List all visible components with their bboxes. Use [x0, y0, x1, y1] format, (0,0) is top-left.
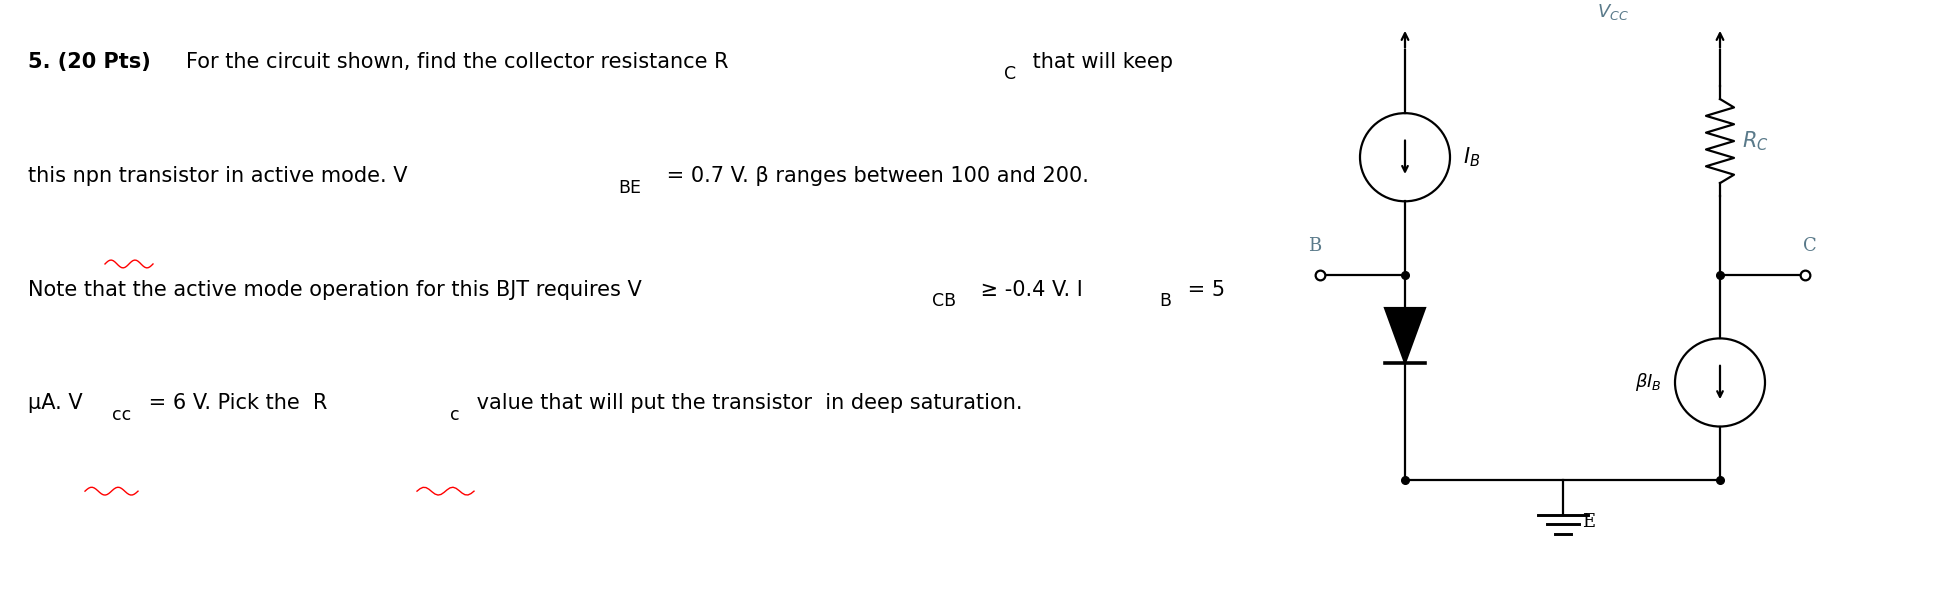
Text: Note that the active mode operation for this BJT requires V: Note that the active mode operation for …: [27, 280, 641, 299]
Text: BE: BE: [617, 178, 641, 197]
Text: B: B: [1309, 237, 1321, 255]
Text: $R_C$: $R_C$: [1743, 129, 1768, 153]
Text: $I_B$: $I_B$: [1464, 145, 1481, 169]
Text: $\beta I_B$: $\beta I_B$: [1635, 371, 1663, 394]
Text: μA. V: μA. V: [27, 393, 82, 413]
Text: C: C: [1804, 237, 1817, 255]
Polygon shape: [1385, 308, 1424, 363]
Text: CB: CB: [932, 292, 956, 310]
Text: cc: cc: [111, 406, 131, 424]
Text: value that will put the transistor  in deep saturation.: value that will put the transistor in de…: [471, 393, 1022, 413]
Text: B: B: [1159, 292, 1170, 310]
Text: this npn transistor in active mode. V: this npn transistor in active mode. V: [27, 166, 408, 186]
Text: For the circuit shown, find the collector resistance R: For the circuit shown, find the collecto…: [186, 52, 729, 72]
Text: E: E: [1583, 514, 1596, 531]
Text: = 0.7 V. β ranges between 100 and 200.: = 0.7 V. β ranges between 100 and 200.: [660, 166, 1088, 186]
Text: = 5: = 5: [1180, 280, 1225, 299]
Text: ≥ -0.4 V. I: ≥ -0.4 V. I: [973, 280, 1083, 299]
Text: = 6 V. Pick the  R: = 6 V. Pick the R: [143, 393, 328, 413]
Text: that will keep: that will keep: [1026, 52, 1172, 72]
Text: $V_{CC}$: $V_{CC}$: [1596, 2, 1628, 22]
Text: c: c: [449, 406, 459, 424]
Text: C: C: [1004, 65, 1016, 83]
Text: 5. (20 Pts): 5. (20 Pts): [27, 52, 150, 72]
